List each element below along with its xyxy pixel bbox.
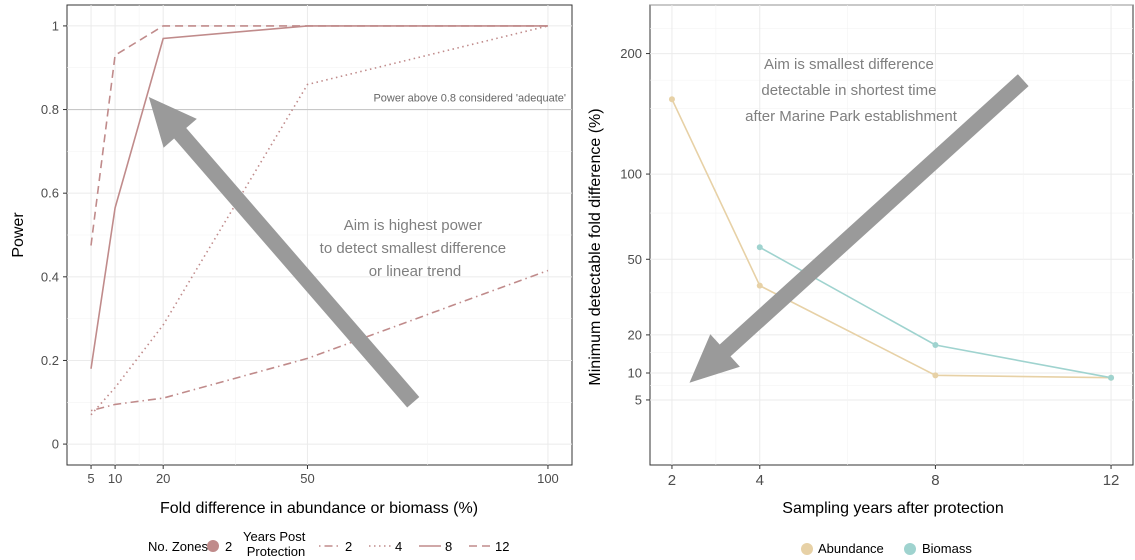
legend-biomass-label: Biomass <box>922 541 972 556</box>
left-y-axis-title: Power <box>10 212 27 258</box>
right-chart-panel: Aim is smallest difference detectable in… <box>587 4 1134 517</box>
left-x-tick-label: 5 <box>87 471 94 486</box>
right-y-tick-label: 5 <box>635 392 642 407</box>
right-annotation-line-2: detectable in shortest time <box>761 82 936 99</box>
point-biomass <box>932 342 939 349</box>
legend-years-items: 2 4 8 12 <box>319 539 509 554</box>
left-x-tick-label: 20 <box>156 471 170 486</box>
right-y-tick-label: 10 <box>628 366 642 381</box>
right-x-ticks: 2 4 8 12 <box>668 465 1120 489</box>
left-annotation: Aim is highest power to detect smallest … <box>320 217 511 280</box>
left-x-ticks: 5 10 20 50 100 <box>87 465 559 486</box>
right-x-tick-label: 4 <box>756 472 764 489</box>
legend-years-label-8: 8 <box>445 539 452 554</box>
left-y-tick-label: 0.2 <box>41 353 59 368</box>
left-chart-panel: Power above 0.8 considered 'adequate' Ai… <box>10 4 573 517</box>
left-reference-line-group: Power above 0.8 considered 'adequate' <box>67 93 572 111</box>
left-y-tick-label: 1 <box>52 18 59 33</box>
legend-biomass-key <box>904 543 916 555</box>
right-y-ticks: 5 10 20 50 100 200 <box>620 46 650 407</box>
right-annotation-arrow <box>689 74 1029 383</box>
right-gridlines <box>650 4 1133 465</box>
point-abundance <box>756 282 763 289</box>
right-x-axis-title: Sampling years after protection <box>782 500 1003 517</box>
left-arrow-group <box>148 97 420 408</box>
legend-zones-title: No. Zones <box>148 539 208 554</box>
left-series-group <box>90 25 549 416</box>
right-y-axis-title: Minimum detectable fold difference (%) <box>587 108 604 385</box>
right-y-tick-label: 20 <box>628 327 642 342</box>
left-legend: No. Zones 2 Years Post Protection 2 4 8 12 <box>148 529 509 559</box>
right-legend: Abundance Biomass <box>801 541 972 556</box>
point-biomass <box>756 244 763 251</box>
legend-years-title-line-1: Years Post <box>243 529 306 544</box>
left-x-axis-title: Fold difference in abundance or biomass … <box>160 500 478 517</box>
left-y-ticks: 0 0.2 0.4 0.6 0.8 1 <box>41 18 67 452</box>
legend-years-label-12: 12 <box>495 539 509 554</box>
series-line-years-4 <box>90 25 549 416</box>
right-annotation-line-1: Aim is smallest difference <box>764 56 934 73</box>
point-biomass <box>1108 374 1115 381</box>
left-annotation-line-1: Aim is highest power <box>344 217 482 234</box>
point-abundance <box>932 372 939 379</box>
series-line-abundance <box>671 98 1112 379</box>
right-x-tick-label: 2 <box>668 472 676 489</box>
series-line-years-2 <box>90 269 549 412</box>
legend-years-title-line-2: Protection <box>247 544 306 559</box>
legend-abundance-key <box>801 543 813 555</box>
point-abundance <box>668 96 675 103</box>
right-y-tick-label: 100 <box>620 167 642 182</box>
left-y-tick-label: 0 <box>52 437 59 452</box>
right-x-tick-label: 12 <box>1103 472 1120 489</box>
left-annotation-arrow <box>148 97 420 408</box>
series-line-years-12 <box>90 25 548 246</box>
legend-years-title: Years Post Protection <box>243 529 309 559</box>
left-y-tick-label: 0.4 <box>41 269 59 284</box>
right-y-tick-label: 200 <box>620 46 642 61</box>
legend-zones-key <box>207 540 219 552</box>
right-plot-background <box>649 4 1134 466</box>
left-y-tick-label: 0.6 <box>41 186 59 201</box>
left-x-tick-label: 100 <box>537 471 559 486</box>
right-y-tick-label: 50 <box>628 252 642 267</box>
left-annotation-line-3: or linear trend <box>369 263 462 280</box>
left-y-tick-label: 0.8 <box>41 102 59 117</box>
right-x-tick-label: 8 <box>931 472 939 489</box>
right-series-group <box>668 96 1115 381</box>
left-x-tick-label: 10 <box>108 471 122 486</box>
left-annotation-line-2: to detect smallest difference <box>320 240 507 257</box>
legend-years-label-2: 2 <box>345 539 352 554</box>
right-annotation-line-3: after Marine Park establishment <box>745 108 958 125</box>
legend-abundance-label: Abundance <box>818 541 884 556</box>
legend-years-label-4: 4 <box>395 539 402 554</box>
right-annotation: Aim is smallest difference detectable in… <box>745 56 958 125</box>
right-arrow-group <box>689 74 1029 383</box>
reference-line-label: Power above 0.8 considered 'adequate' <box>373 93 566 105</box>
left-x-tick-label: 50 <box>300 471 314 486</box>
legend-zones-value: 2 <box>225 539 232 554</box>
